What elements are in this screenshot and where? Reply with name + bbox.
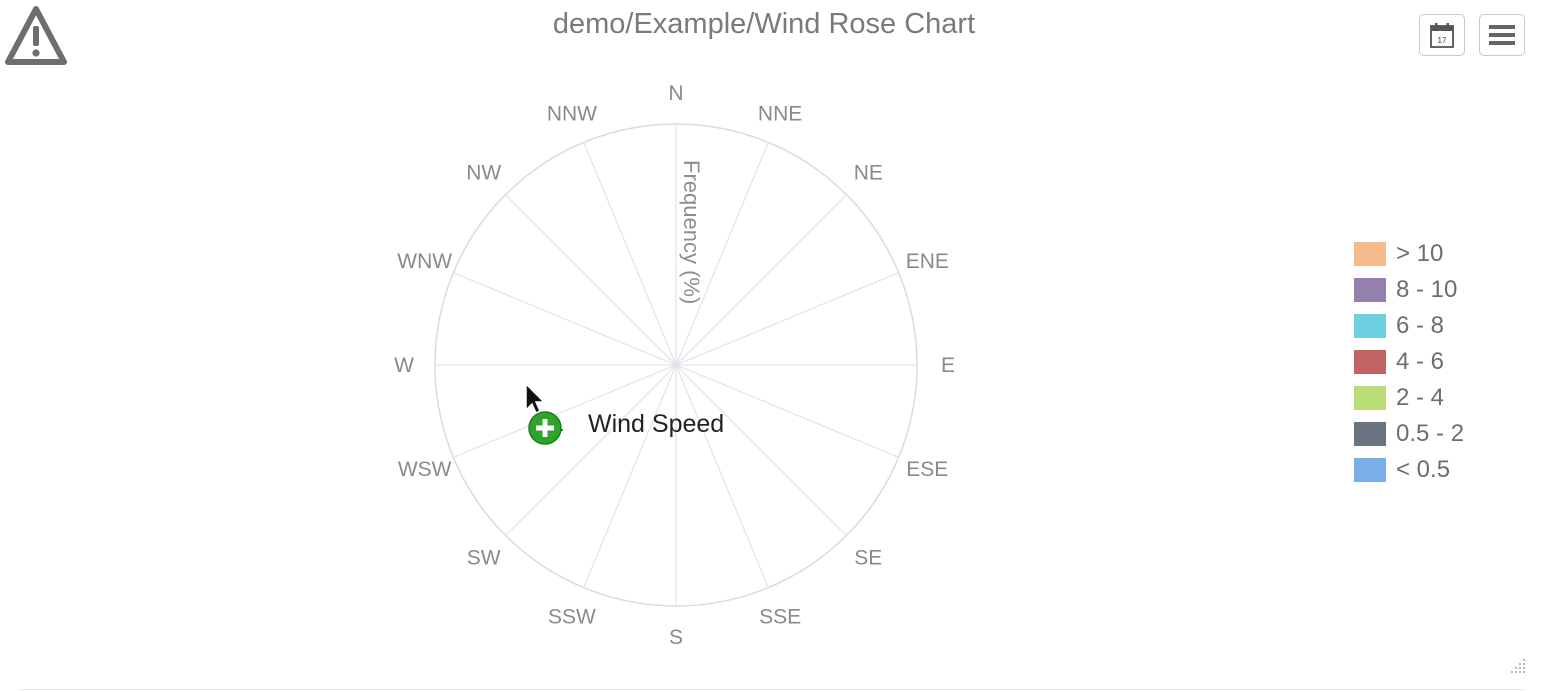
direction-label-nnw: NNW	[547, 103, 597, 126]
calendar-icon: 17	[1430, 23, 1454, 48]
legend-label: 8 - 10	[1396, 276, 1458, 303]
bottom-divider	[20, 689, 1524, 690]
legend-item[interactable]: 6 - 8	[1354, 308, 1464, 344]
spoke-wnw	[453, 272, 677, 366]
direction-label-ene: ENE	[906, 250, 949, 273]
legend-label: 4 - 6	[1396, 348, 1445, 375]
legend-label: 0.5 - 2	[1396, 420, 1465, 447]
spoke-ne	[675, 194, 847, 366]
spoke-ssw	[583, 364, 677, 588]
spoke-nw	[505, 194, 677, 366]
legend: > 10 8 - 10 6 - 8 4 - 6 2 - 4 0.5 - 2 < 0.5	[1354, 236, 1464, 488]
spoke-ene	[675, 272, 899, 366]
legend-item[interactable]: > 10	[1354, 236, 1464, 272]
chart-title: demo/Example/Wind Rose Chart	[552, 8, 976, 40]
green-plus-icon	[528, 411, 563, 445]
polar-grid	[434, 123, 918, 607]
legend-item[interactable]: 0.5 - 2	[1354, 416, 1464, 452]
legend-item[interactable]: 2 - 4	[1354, 380, 1464, 416]
direction-label-ne: NE	[854, 162, 883, 185]
direction-label-sw: SW	[467, 546, 501, 569]
spoke-nne	[675, 142, 769, 366]
direction-label-se: SE	[854, 546, 882, 569]
calendar-button[interactable]: 17	[1419, 14, 1465, 56]
legend-label: < 0.5	[1396, 456, 1451, 483]
legend-item[interactable]: 8 - 10	[1354, 272, 1464, 308]
legend-swatch	[1354, 386, 1386, 410]
legend-label: 2 - 4	[1396, 384, 1445, 411]
legend-swatch	[1354, 314, 1386, 338]
direction-label-s: S	[669, 626, 683, 649]
spoke-ese	[675, 364, 899, 458]
direction-label-w: W	[394, 354, 414, 377]
direction-label-ssw: SSW	[548, 605, 596, 628]
mouse-cursor-icon	[525, 382, 546, 415]
direction-label-sse: SSE	[759, 605, 801, 628]
legend-swatch	[1354, 242, 1386, 266]
spoke-wsw	[453, 364, 677, 458]
hamburger-menu-icon	[1489, 25, 1515, 45]
legend-item[interactable]: < 0.5	[1354, 452, 1464, 488]
calendar-day: 17	[1438, 36, 1447, 45]
spoke-sw	[505, 364, 677, 536]
direction-label-n: N	[668, 82, 683, 105]
legend-swatch	[1354, 458, 1386, 482]
resize-handle-icon[interactable]	[1506, 656, 1528, 678]
direction-label-wnw: WNW	[397, 250, 452, 273]
legend-item[interactable]: 4 - 6	[1354, 344, 1464, 380]
direction-label-wsw: WSW	[398, 458, 452, 481]
menu-button[interactable]	[1479, 14, 1525, 56]
spoke-sse	[675, 364, 769, 588]
drag-field-label: Wind Speed	[588, 410, 725, 438]
legend-label: 6 - 8	[1396, 312, 1445, 339]
direction-label-e: E	[941, 354, 955, 377]
direction-label-nne: NNE	[758, 103, 802, 126]
direction-label-nw: NW	[466, 162, 501, 185]
direction-label-ese: ESE	[906, 458, 948, 481]
direction-labels: N NNE NE ENE E ESE SE SSE S SSW SW WSW W WNW NW NNW	[394, 82, 955, 649]
y-axis-title: Frequency (%)	[679, 160, 704, 304]
legend-swatch	[1354, 350, 1386, 374]
legend-swatch	[1354, 278, 1386, 302]
spoke-se	[675, 364, 847, 536]
legend-swatch	[1354, 422, 1386, 446]
warning-triangle-icon[interactable]	[4, 4, 68, 68]
legend-label: > 10	[1396, 240, 1444, 267]
spoke-nnw	[583, 142, 677, 366]
